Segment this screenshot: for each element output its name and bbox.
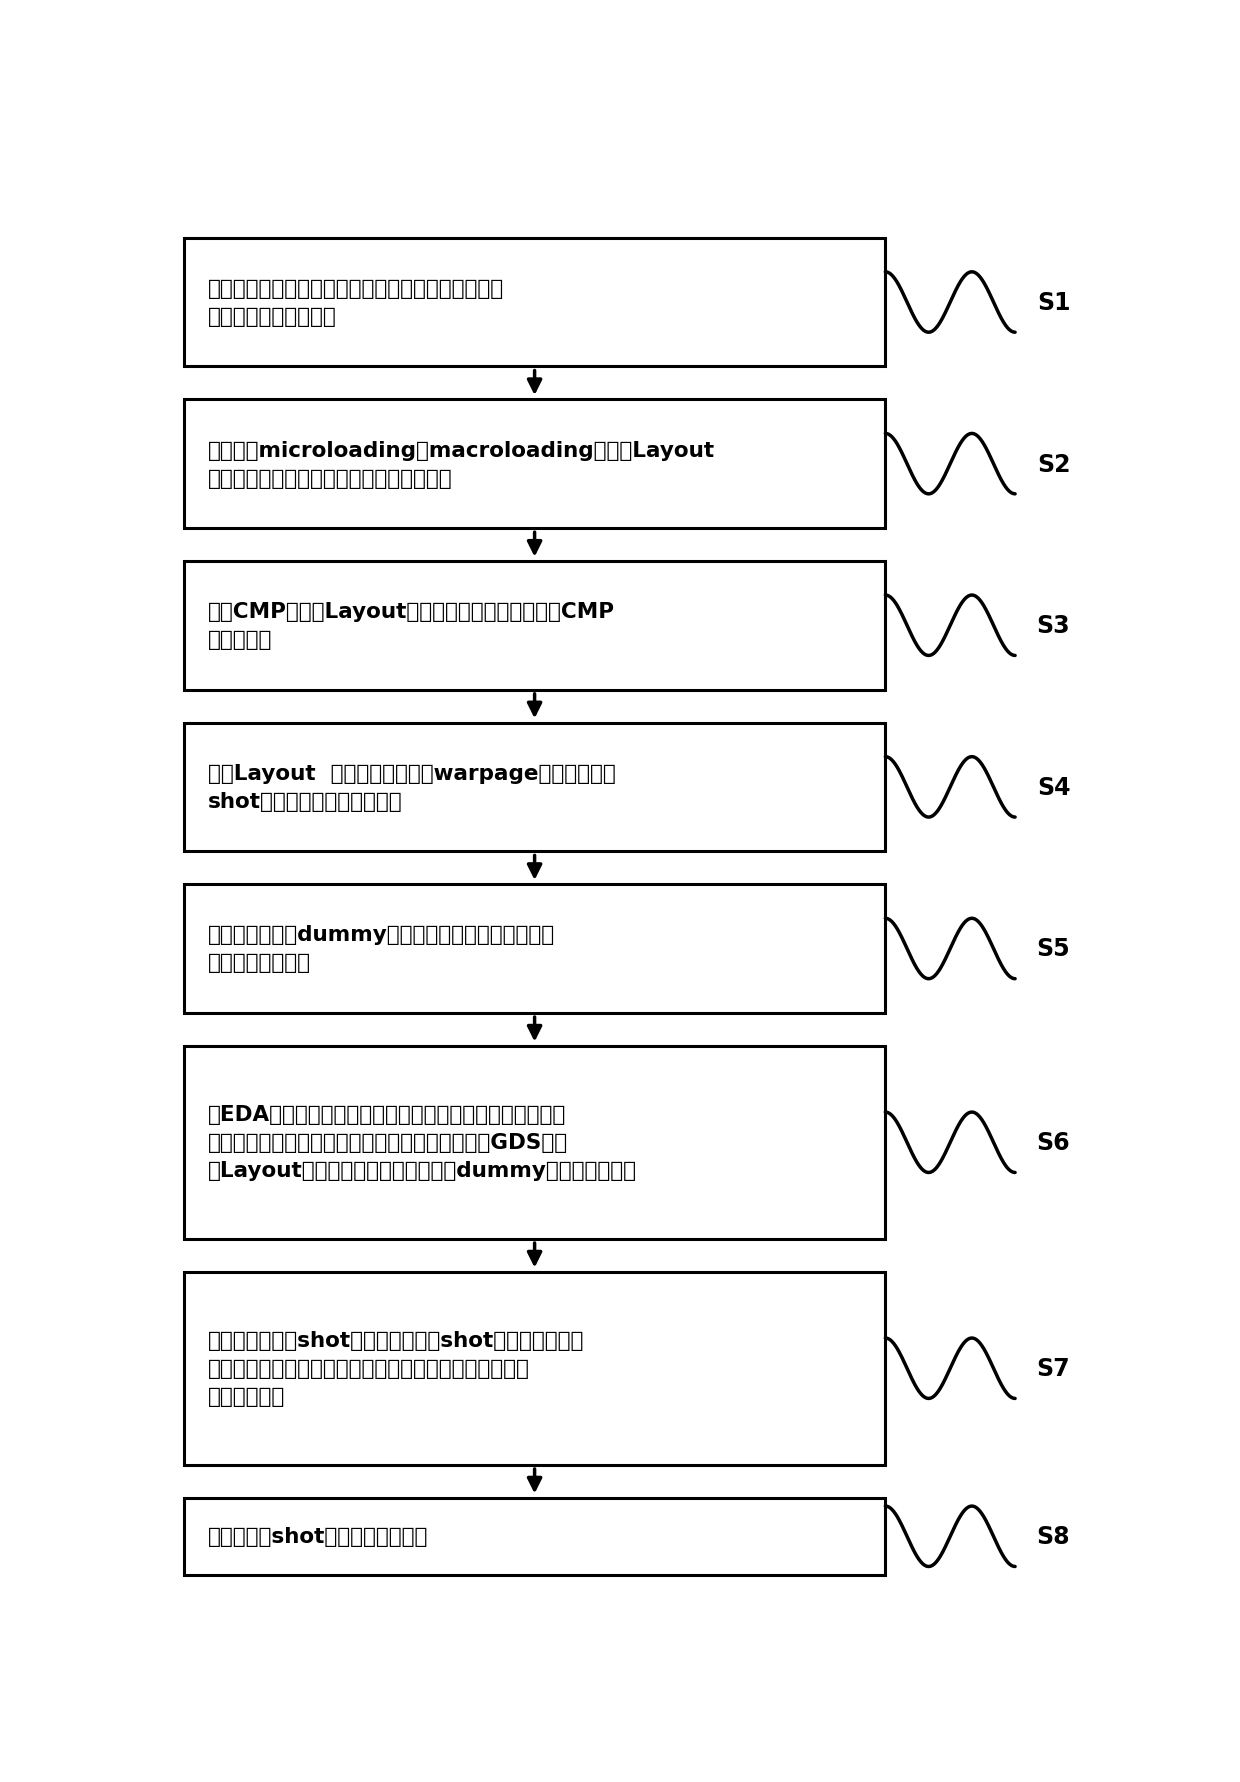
Text: S8: S8	[1037, 1524, 1070, 1549]
Text: S5: S5	[1037, 937, 1070, 960]
Bar	[184, 1499, 885, 1575]
Text: S7: S7	[1037, 1356, 1070, 1381]
Text: 收集晶片在不同膜质不同厚度的应力数据，建立晶片
级别的膜质应力模型；: 收集晶片在不同膜质不同厚度的应力数据，建立晶片 级别的膜质应力模型；	[208, 278, 503, 326]
Bar	[184, 1046, 885, 1238]
Text: 分析Layout  图形的图形密度与warpage的关系，建立
shot级别的关联置信度模型；: 分析Layout 图形的图形密度与warpage的关系，建立 shot级别的关联…	[208, 763, 615, 811]
Bar	[184, 561, 885, 690]
Text: S6: S6	[1037, 1130, 1070, 1155]
Text: 在EDA处理系统中输入每一层膜质和厚度，刻蚀的气体和压
力，点火时间等预测等需要加入的信息，读入客户GDS，根
据Layout图形的实际情况加入合适的dummy: 在EDA处理系统中输入每一层膜质和厚度，刻蚀的气体和压 力，点火时间等预测等需要…	[208, 1105, 637, 1181]
Text: 建立与光刻曝光shot与激光退火曝光shot能量大小之间的
关系，在特定的光刻工艺步骤前加入激光退火工艺来释放
晶片的应力；: 建立与光刻曝光shot与激光退火曝光shot能量大小之间的 关系，在特定的光刻工…	[208, 1331, 584, 1406]
Text: 收集刻蚀microloading，macroloading效应与Layout
图形密度之间的数据，建立刻蚀效应模型；: 收集刻蚀microloading，macroloading效应与Layout 图…	[208, 440, 715, 488]
Bar	[184, 239, 885, 367]
Text: S2: S2	[1037, 453, 1070, 476]
Bar	[184, 723, 885, 852]
Text: S1: S1	[1037, 290, 1070, 315]
Text: 设计一定形状的dummy图形，具有反向应力或者正向
应力的固定图形；: 设计一定形状的dummy图形，具有反向应力或者正向 应力的固定图形；	[208, 925, 556, 973]
Text: 收集CMP效应与Layout图形密度之间的数据，建立CMP
效应模型；: 收集CMP效应与Layout图形密度之间的数据，建立CMP 效应模型；	[208, 602, 615, 650]
Text: S3: S3	[1037, 615, 1070, 638]
Bar	[184, 1272, 885, 1465]
Text: 量测晶片和shot级别的套刻精度。: 量测晶片和shot级别的套刻精度。	[208, 1527, 428, 1547]
Text: S4: S4	[1037, 775, 1070, 800]
Bar	[184, 401, 885, 529]
Bar	[184, 884, 885, 1014]
